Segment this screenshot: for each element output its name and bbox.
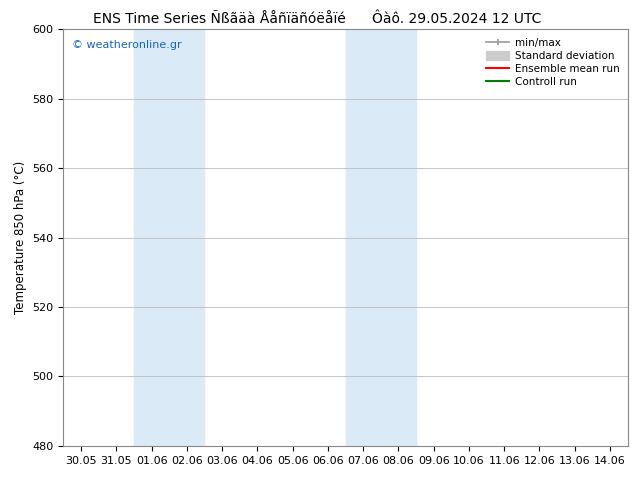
Text: © weatheronline.gr: © weatheronline.gr bbox=[72, 40, 181, 50]
Text: ENS Time Series Ñßãäà Ååñïäñóëåïé      Ôàô. 29.05.2024 12 UTC: ENS Time Series Ñßãäà Ååñïäñóëåïé Ôàô. 2… bbox=[93, 12, 541, 26]
Bar bbox=[134, 29, 204, 446]
Bar bbox=[346, 29, 416, 446]
Y-axis label: Temperature 850 hPa (°C): Temperature 850 hPa (°C) bbox=[14, 161, 27, 314]
Legend: min/max, Standard deviation, Ensemble mean run, Controll run: min/max, Standard deviation, Ensemble me… bbox=[483, 35, 623, 90]
